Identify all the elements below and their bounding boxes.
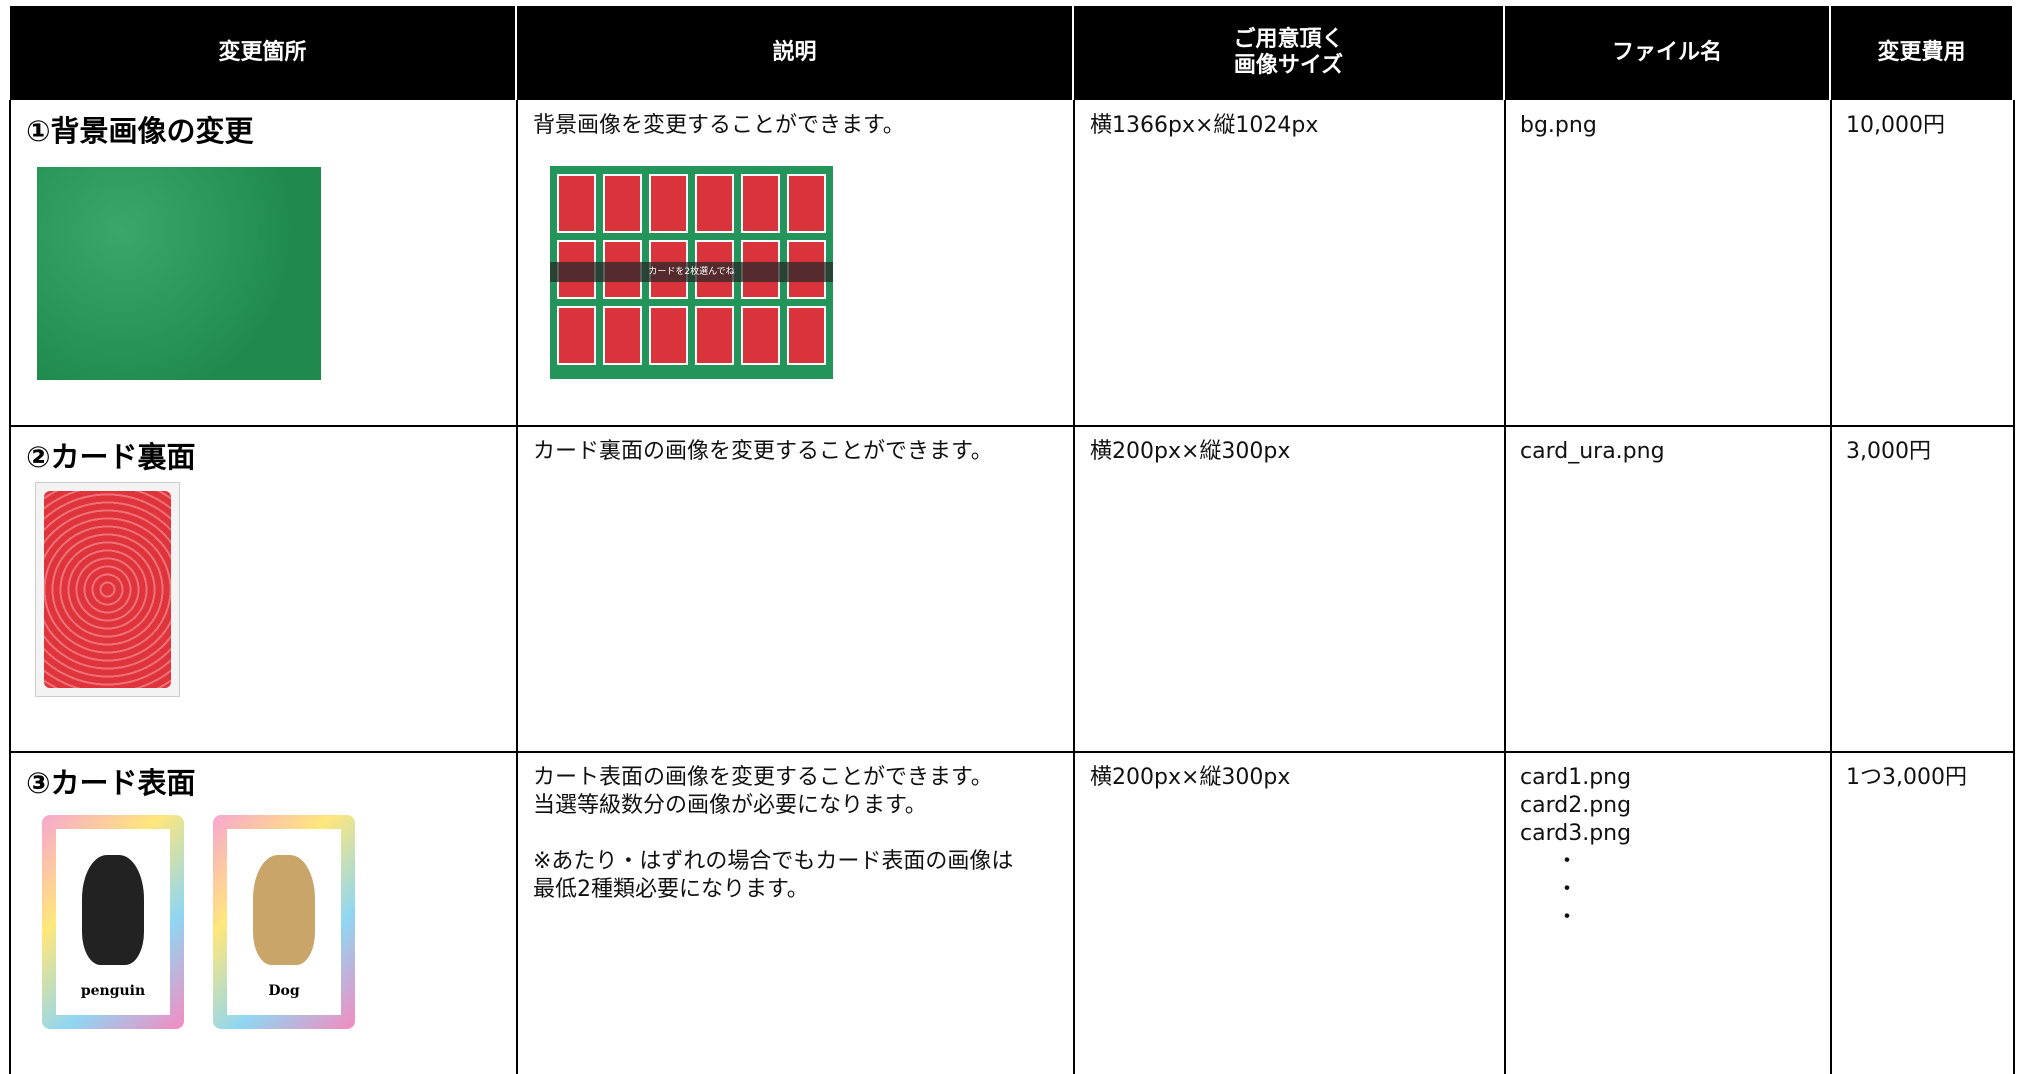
header-text: 説明 xyxy=(772,40,817,65)
header-cell: 変更費用 xyxy=(1831,6,2014,100)
card-back-thumb xyxy=(603,174,642,233)
file-name: bg.png xyxy=(1520,113,1597,138)
file-name: card2.png xyxy=(1520,793,1632,818)
card-back-thumb xyxy=(557,306,596,365)
card-back-thumb xyxy=(695,174,734,233)
price: 1つ3,000円 xyxy=(1846,765,1967,790)
file-name: card3.png xyxy=(1520,821,1632,846)
header-text: 変更箇所 xyxy=(218,40,307,65)
file-name: ・ xyxy=(1556,877,1579,902)
card-back-image xyxy=(35,482,180,697)
description: ※あたり・はずれの場合でもカード表面の画像は xyxy=(533,849,1014,874)
row-title: ②カード裏面 xyxy=(26,440,196,474)
file-name: ・ xyxy=(1556,905,1579,930)
game-screenshot: カードを2枚選んでね xyxy=(550,166,833,379)
column-border xyxy=(516,100,518,1074)
row-border xyxy=(10,425,2014,427)
description: 最低2種類必要になります。 xyxy=(533,877,809,902)
header-text: ご用意頂く xyxy=(1233,27,1344,52)
header-cell: 変更箇所 xyxy=(10,6,517,100)
description: カード裏面の画像を変更することができます。 xyxy=(533,439,993,464)
card-front-image: penguin xyxy=(42,815,184,1029)
card-front-image: Dog xyxy=(213,815,355,1029)
file-name: card_ura.png xyxy=(1520,439,1665,464)
card-back-thumb xyxy=(741,306,780,365)
animal xyxy=(253,855,315,965)
header-cell: 説明 xyxy=(517,6,1074,100)
description: カート表面の画像を変更することができます。 xyxy=(533,765,993,790)
file-name: card1.png xyxy=(1520,765,1632,790)
column-border xyxy=(2013,100,2015,1074)
background-image-preview xyxy=(37,167,321,380)
description: 背景画像を変更することができます。 xyxy=(533,113,905,138)
header-text: ファイル名 xyxy=(1611,40,1722,65)
header-text: 変更費用 xyxy=(1877,40,1966,65)
card-label: penguin xyxy=(80,983,146,999)
card-back-thumb xyxy=(695,306,734,365)
header-cell: ご用意頂く 画像サイズ xyxy=(1074,6,1505,100)
card-back-thumb xyxy=(649,306,688,365)
file-name: ・ xyxy=(1556,849,1579,874)
card-back-thumb xyxy=(649,174,688,233)
image-size: 横200px×縦300px xyxy=(1090,765,1291,790)
animal xyxy=(82,855,144,965)
column-border xyxy=(1830,100,1832,1074)
card-back-thumb xyxy=(741,174,780,233)
header-cell: ファイル名 xyxy=(1505,6,1831,100)
row-title: ③カード表面 xyxy=(26,766,196,800)
image-size: 横200px×縦300px xyxy=(1090,439,1291,464)
card-label: Dog xyxy=(268,983,300,999)
caption-band: カードを2枚選んでね xyxy=(550,262,833,282)
row-title: ①背景画像の変更 xyxy=(26,114,254,148)
column-border xyxy=(9,100,11,1074)
column-border xyxy=(1073,100,1075,1074)
card-back-pattern xyxy=(44,491,171,688)
card-back-thumb xyxy=(787,174,826,233)
header-text: 画像サイズ xyxy=(1233,53,1344,78)
card-back-thumb xyxy=(603,306,642,365)
image-size: 横1366px×縦1024px xyxy=(1090,113,1319,138)
card-back-thumb xyxy=(787,306,826,365)
price: 10,000円 xyxy=(1846,113,1945,138)
price: 3,000円 xyxy=(1846,439,1931,464)
card-back-thumb xyxy=(557,174,596,233)
row-border xyxy=(10,751,2014,753)
description: 当選等級数分の画像が必要になります。 xyxy=(533,793,927,818)
column-border xyxy=(1504,100,1506,1074)
